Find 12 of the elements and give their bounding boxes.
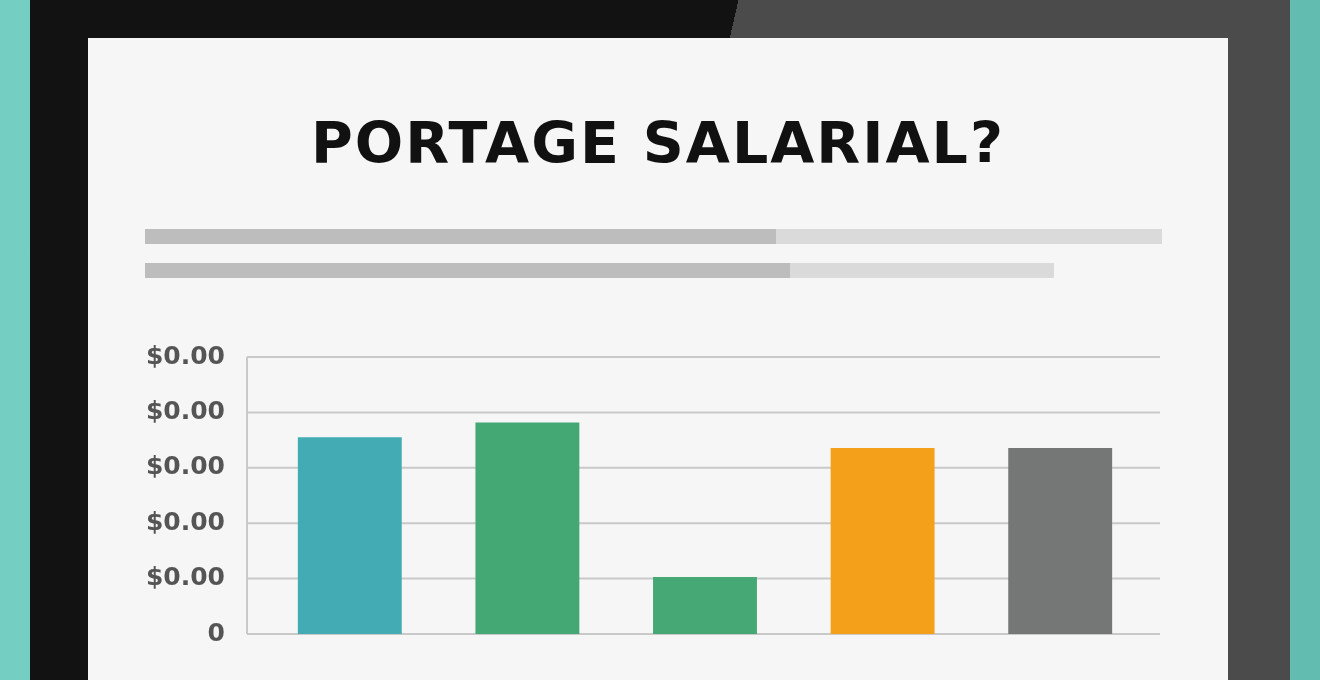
text: 0 xyxy=(207,617,225,647)
text: $0.00 xyxy=(145,395,225,425)
text: $0.00 xyxy=(145,506,225,536)
bar xyxy=(1008,447,1113,634)
text: $0.00 xyxy=(145,451,225,481)
bar xyxy=(830,447,935,634)
text: $0.00 xyxy=(145,562,225,592)
text: $0.00 xyxy=(145,340,225,370)
bar xyxy=(475,422,580,634)
chart-title: PORTAGE SALARIAL? xyxy=(310,109,1006,178)
bar xyxy=(297,437,402,634)
bar xyxy=(653,576,757,634)
